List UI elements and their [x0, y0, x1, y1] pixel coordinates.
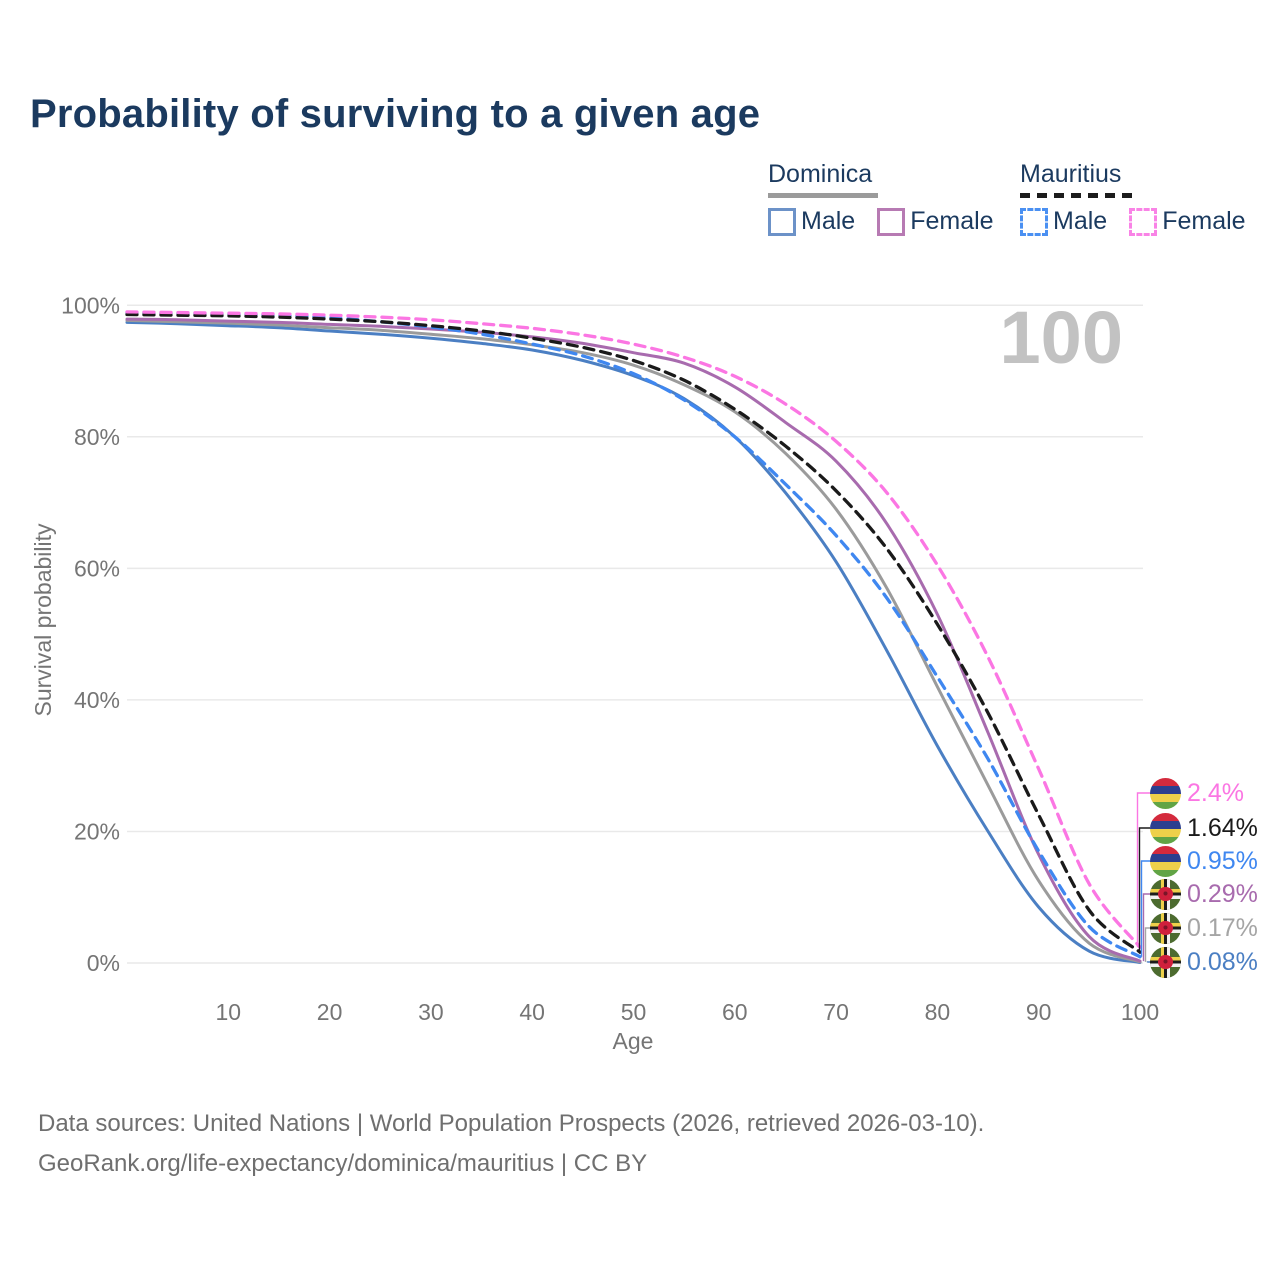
dominica-male-swatch-icon	[768, 207, 796, 236]
svg-text:20: 20	[317, 999, 343, 1025]
end-label-dominica-both: 0.17%	[1150, 912, 1258, 944]
source-url-line: GeoRank.org/life-expectancy/dominica/mau…	[38, 1149, 648, 1177]
dominica-flag-icon	[1150, 912, 1181, 944]
dominica-flag-icon	[1150, 878, 1181, 910]
legend-country-dominica[interactable]: Dominica	[768, 160, 873, 188]
svg-text:80%: 80%	[74, 424, 120, 450]
age-watermark: 100	[999, 296, 1123, 379]
end-label-mauritius-male: 0.95%	[1150, 845, 1258, 877]
legend-country-mauritius[interactable]: Mauritius	[1020, 160, 1122, 188]
legend-item-mauritius-male[interactable]: Male	[1020, 207, 1107, 236]
legend-label: Male	[801, 207, 856, 235]
mauritius-flag-icon	[1150, 777, 1181, 809]
legend-group-dominica: Dominica Male Female	[768, 160, 994, 236]
mauritius-line-style-sample	[1020, 193, 1133, 198]
legend-label: Female	[910, 207, 994, 235]
end-value: 2.4%	[1187, 778, 1244, 807]
svg-text:50: 50	[621, 999, 647, 1025]
svg-text:90: 90	[1026, 999, 1052, 1025]
svg-text:10: 10	[216, 999, 242, 1025]
end-label-dominica-male: 0.08%	[1150, 946, 1258, 978]
svg-text:100%: 100%	[61, 292, 120, 318]
source-line: Data sources: United Nations | World Pop…	[38, 1110, 985, 1137]
mauritius-female-swatch-icon	[1129, 207, 1158, 236]
legend-item-dominica-male[interactable]: Male	[768, 207, 855, 236]
end-value: 0.95%	[1187, 846, 1258, 875]
end-label-dominica-female: 0.29%	[1150, 878, 1258, 910]
end-value: 0.08%	[1187, 947, 1258, 976]
end-label-mauritius-female: 2.4%	[1150, 777, 1244, 809]
svg-text:20%: 20%	[74, 819, 120, 845]
svg-text:0%: 0%	[87, 950, 120, 976]
svg-text:80: 80	[925, 999, 951, 1025]
svg-text:30: 30	[418, 999, 444, 1025]
page-title: Probability of surviving to a given age	[30, 92, 761, 136]
svg-text:40%: 40%	[74, 687, 120, 713]
svg-text:40: 40	[519, 999, 545, 1025]
svg-text:60%: 60%	[74, 555, 120, 581]
mauritius-flag-icon	[1150, 845, 1181, 877]
data-source-note: Data sources: United Nations | World Pop…	[38, 1104, 984, 1183]
legend-item-mauritius-female[interactable]: Female	[1129, 207, 1246, 236]
x-axis-title: Age	[612, 1028, 654, 1054]
legend-group-mauritius: Mauritius Male Female	[1020, 160, 1246, 236]
end-value: 0.17%	[1187, 913, 1258, 942]
svg-text:60: 60	[722, 999, 748, 1025]
end-value: 1.64%	[1187, 813, 1258, 842]
svg-text:100: 100	[1121, 999, 1159, 1025]
mauritius-male-swatch-icon	[1020, 207, 1048, 236]
dominica-flag-icon	[1150, 946, 1181, 978]
legend-label: Male	[1053, 207, 1108, 235]
legend-label: Female	[1162, 207, 1246, 235]
end-value: 0.29%	[1187, 879, 1258, 908]
dominica-female-swatch-icon	[877, 207, 906, 236]
svg-text:70: 70	[823, 999, 849, 1025]
mauritius-flag-icon	[1150, 812, 1181, 844]
legend-item-dominica-female[interactable]: Female	[877, 207, 994, 236]
dominica-line-style-sample	[768, 193, 878, 198]
end-label-mauritius-both: 1.64%	[1150, 812, 1258, 844]
